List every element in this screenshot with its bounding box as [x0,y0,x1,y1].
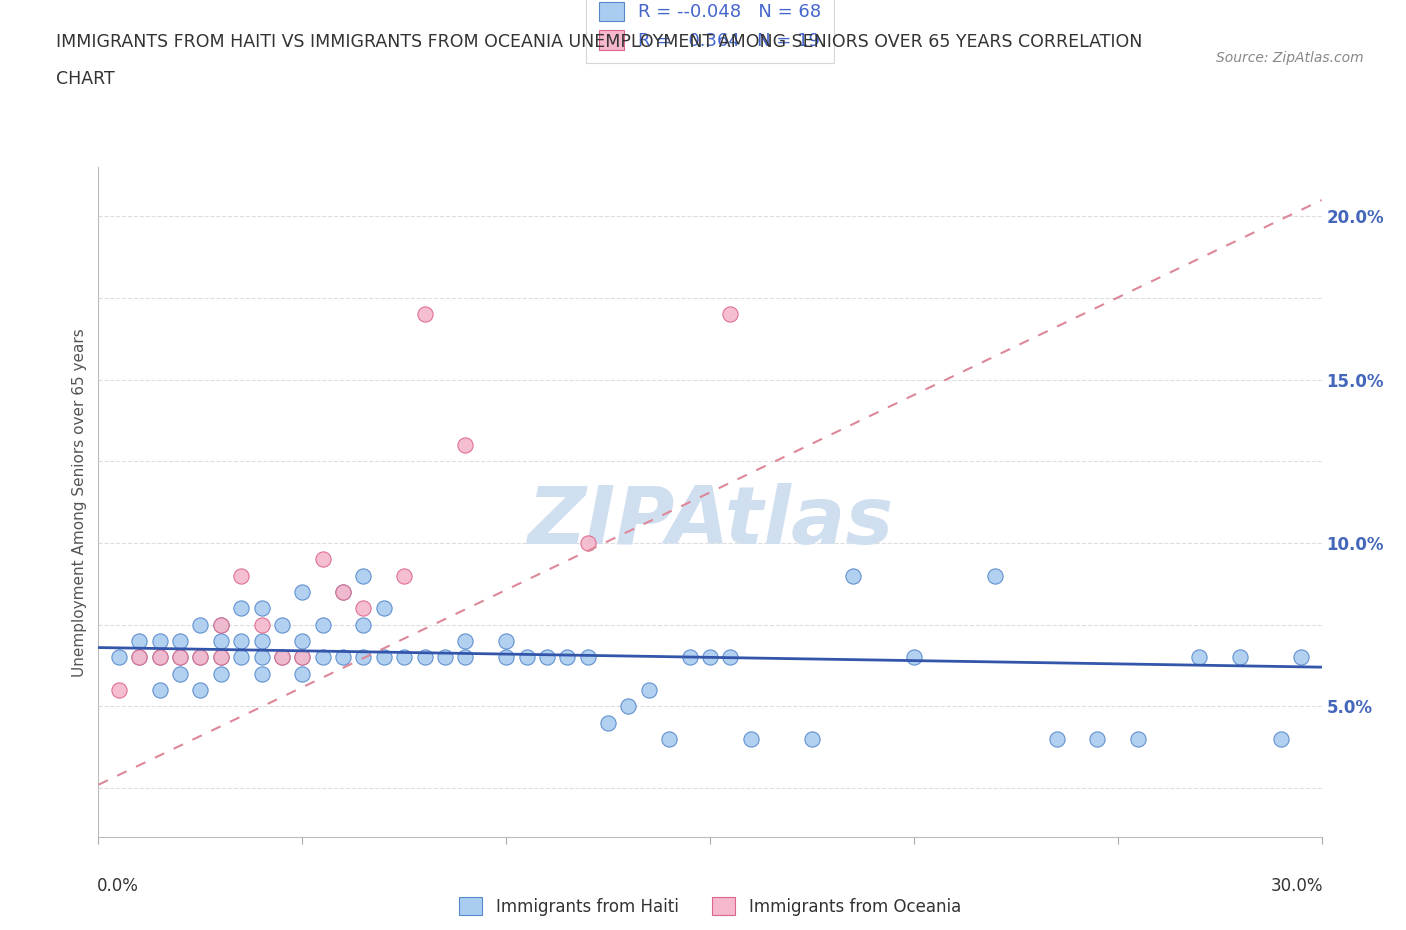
Y-axis label: Unemployment Among Seniors over 65 years: Unemployment Among Seniors over 65 years [72,328,87,677]
Point [495,650,517,665]
Point [1291,650,1313,665]
Point [250,666,273,681]
Point [250,650,273,665]
Point [149,683,172,698]
Point [209,633,232,648]
Point [108,650,131,665]
Point [291,650,314,665]
Point [291,666,314,681]
Point [209,618,232,632]
Point [1188,650,1211,665]
Point [392,568,416,583]
Point [392,650,416,665]
Point [617,699,640,714]
Point [332,650,354,665]
Point [801,732,824,747]
Point [128,650,150,665]
Point [209,666,232,681]
Point [312,551,335,566]
Point [413,650,436,665]
Point [291,633,314,648]
Point [984,568,1007,583]
Point [209,618,232,632]
Point [373,650,395,665]
Point [169,666,191,681]
Point [332,585,354,600]
Point [658,732,681,747]
Point [128,633,150,648]
Text: 0.0%: 0.0% [97,877,139,896]
Point [169,650,191,665]
Point [312,650,335,665]
Point [108,683,131,698]
Point [291,585,314,600]
Point [903,650,925,665]
Point [188,683,212,698]
Point [270,650,294,665]
Point [413,307,436,322]
Point [291,650,314,665]
Point [128,650,150,665]
Point [638,683,661,698]
Point [188,650,212,665]
Point [1229,650,1251,665]
Point [516,650,538,665]
Point [352,618,374,632]
Point [250,601,273,616]
Point [557,650,579,665]
Point [169,650,191,665]
Point [699,650,721,665]
Point [270,650,294,665]
Point [332,585,354,600]
Point [454,650,477,665]
Point [740,732,762,747]
Point [250,633,273,648]
Legend: Immigrants from Haiti, Immigrants from Oceania: Immigrants from Haiti, Immigrants from O… [453,890,967,923]
Point [169,633,191,648]
Text: 30.0%: 30.0% [1271,877,1323,896]
Point [352,601,374,616]
Point [209,650,232,665]
Text: IMMIGRANTS FROM HAITI VS IMMIGRANTS FROM OCEANIA UNEMPLOYMENT AMONG SENIORS OVER: IMMIGRANTS FROM HAITI VS IMMIGRANTS FROM… [56,33,1143,50]
Point [231,568,253,583]
Point [1045,732,1069,747]
Point [1128,732,1150,747]
Point [188,650,212,665]
Point [352,650,374,665]
Point [149,650,172,665]
Point [1270,732,1292,747]
Point [231,601,253,616]
Point [576,536,599,551]
Point [231,650,253,665]
Point [536,650,558,665]
Point [598,715,620,730]
Point [209,650,232,665]
Point [352,568,374,583]
Point [720,307,742,322]
Point [434,650,457,665]
Point [720,650,742,665]
Text: Source: ZipAtlas.com: Source: ZipAtlas.com [1216,51,1364,65]
Point [454,438,477,453]
Point [270,618,294,632]
Text: CHART: CHART [56,70,115,87]
Point [149,650,172,665]
Text: ZIPAtlas: ZIPAtlas [527,484,893,562]
Point [373,601,395,616]
Point [495,633,517,648]
Point [312,618,335,632]
Point [679,650,702,665]
Point [576,650,599,665]
Point [841,568,863,583]
Point [1085,732,1108,747]
Point [188,618,212,632]
Point [149,633,172,648]
Point [231,633,253,648]
Point [454,633,477,648]
Point [250,618,273,632]
